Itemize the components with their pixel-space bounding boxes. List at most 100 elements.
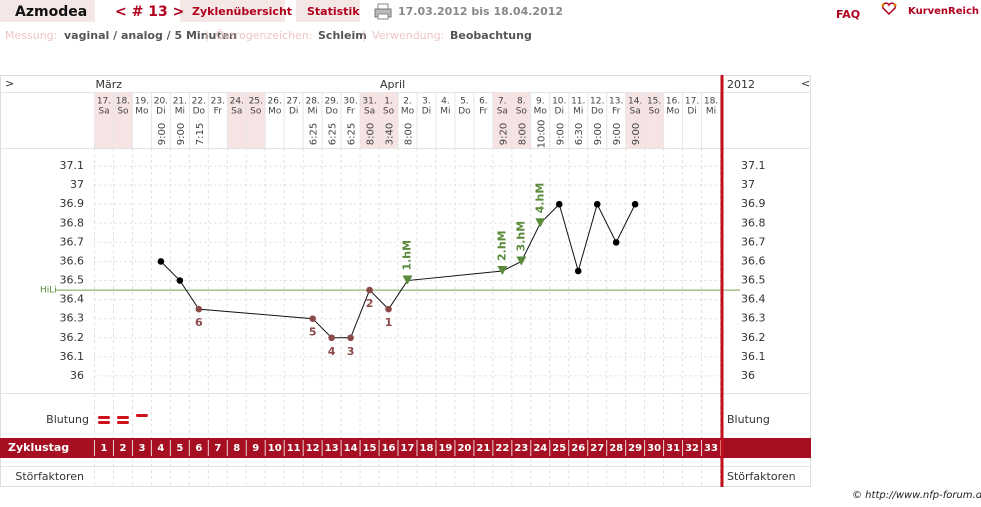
weekday: Di: [422, 107, 431, 117]
cycle-day: 31: [666, 443, 680, 454]
date: 20.: [154, 97, 168, 107]
y-tick-label: 36.1: [741, 350, 766, 363]
date: 30.: [343, 97, 357, 107]
y-tick-label: 37: [741, 178, 755, 191]
y-tick-label: 36.3: [741, 312, 766, 325]
temperature-marker: [574, 267, 582, 275]
weekday: Mo: [534, 107, 548, 117]
faq-link[interactable]: FAQ: [836, 8, 860, 21]
cycle-day: 33: [704, 443, 718, 454]
tab[interactable]: Statistik: [307, 5, 360, 18]
y-tick-label: 36.8: [60, 216, 85, 229]
weekend-shade: [511, 93, 531, 148]
weekday: Di: [156, 107, 165, 117]
cycle-day: 28: [609, 443, 623, 454]
date: 11.: [571, 97, 585, 107]
temperature-marker: [497, 266, 508, 275]
weekday: Mi: [440, 107, 450, 117]
weekday: Sa: [364, 107, 375, 117]
time: 8:00: [366, 123, 377, 145]
weekday: Mo: [135, 107, 149, 117]
weekday: Mo: [666, 107, 680, 117]
count-label: 1: [385, 316, 393, 329]
user-name[interactable]: Azmodea: [15, 4, 87, 20]
hm-label: 2.hM: [495, 230, 508, 261]
cycle-day: 8: [233, 443, 240, 454]
date: 17.: [97, 97, 111, 107]
cycle-day: 5: [176, 443, 183, 454]
hili-label: HiLi: [40, 286, 57, 296]
weekday: Mi: [308, 107, 318, 117]
copyright: © http://www.nfp-forum.de: [852, 490, 981, 501]
cycle-day: 27: [590, 443, 604, 454]
nav-prev[interactable]: >: [5, 77, 14, 90]
cycle-day: 25: [552, 443, 566, 454]
time: 6:25: [347, 123, 358, 145]
cycle-day: 17: [401, 443, 415, 454]
weekday: Di: [289, 107, 298, 117]
cycle-day-band: [0, 438, 811, 458]
date: 7.: [498, 97, 507, 107]
y-tick-label: 36.2: [741, 331, 766, 344]
date: 6.: [479, 97, 488, 107]
temperature-marker: [176, 277, 184, 284]
cycle-day: 26: [571, 443, 585, 454]
temperature-marker: [195, 305, 203, 313]
count-label: 4: [328, 345, 336, 358]
cycle-nav[interactable]: < # 13 >: [115, 4, 184, 20]
user-tab: [0, 0, 95, 22]
cycle-day: 29: [628, 443, 642, 454]
date: 12.: [590, 97, 604, 107]
tab-bg: [180, 0, 285, 22]
y-tick-label: 37: [70, 178, 84, 191]
cycle-day: 15: [363, 443, 377, 454]
cycle-day: 1: [101, 443, 108, 454]
cycle-day: 4: [157, 443, 164, 454]
cycle-day: 32: [685, 443, 699, 454]
y-tick-label: 36.2: [60, 331, 85, 344]
weekday: Fr: [479, 107, 488, 117]
weekday: Sa: [630, 107, 641, 117]
time: 9:00: [593, 123, 604, 145]
date: 3.: [422, 97, 431, 107]
cycle-day: 9: [252, 443, 259, 454]
weekday: Do: [458, 107, 471, 117]
weekend-shade: [94, 93, 114, 148]
weekday: So: [516, 107, 528, 117]
time: 9:20: [498, 123, 509, 145]
nav-next[interactable]: <: [801, 77, 810, 90]
tab-bg: [296, 0, 360, 22]
count-label: 5: [309, 326, 317, 339]
print-icon[interactable]: [374, 3, 392, 20]
cycle-day: 22: [495, 443, 509, 454]
y-tick-label: 36: [741, 369, 755, 382]
weekday: So: [648, 107, 660, 117]
weekend-shade: [379, 93, 399, 148]
bleeding-mark: [116, 421, 129, 424]
hm-label: 3.hM: [514, 221, 527, 252]
time: 9:00: [612, 123, 623, 145]
weekday: Fr: [612, 107, 621, 117]
time: 6:30: [574, 123, 585, 145]
cycle-day: 7: [214, 443, 221, 454]
date: 5.: [460, 97, 469, 107]
temperature-marker: [366, 286, 373, 294]
date: 23.: [211, 97, 225, 107]
date: 22.: [192, 97, 206, 107]
separator: |: [205, 29, 209, 42]
temperature-marker: [516, 256, 527, 266]
weekend-shade: [360, 93, 380, 148]
cycle-day: 20: [457, 443, 471, 454]
time: 9:00: [176, 123, 187, 145]
temperature-marker: [631, 200, 639, 208]
temperature-marker: [385, 305, 392, 313]
tab[interactable]: Zyklenübersicht: [192, 5, 292, 18]
y-tick-label: 36.3: [60, 312, 85, 325]
time: 3:40: [385, 123, 396, 145]
weekday: So: [117, 107, 129, 117]
logo-text[interactable]: KurvenReich: [908, 6, 979, 17]
y-tick-label: 36.5: [741, 274, 766, 287]
cycle-day: 10: [268, 443, 282, 454]
info-label: Verwendung:: [372, 29, 444, 42]
